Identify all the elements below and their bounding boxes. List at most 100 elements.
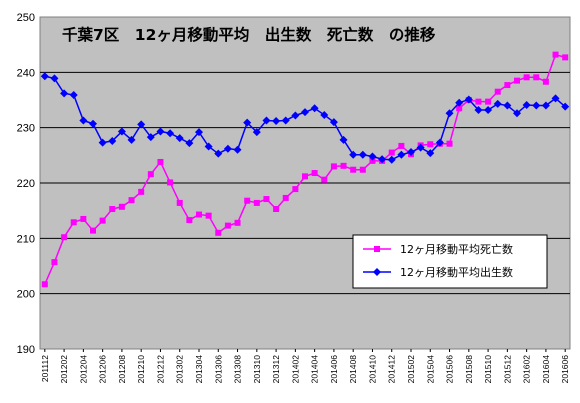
legend-label: 12ヶ月移動平均出生数 [400, 265, 513, 279]
data-point-square [340, 162, 347, 169]
x-tick-label: 201302 [175, 355, 185, 384]
x-tick-label: 201304 [194, 355, 204, 384]
x-tick-label: 201204 [78, 355, 88, 384]
data-point-diamond [339, 135, 348, 144]
x-tick-label: 201408 [348, 355, 358, 384]
chart-title: 千葉7区 12ヶ月移動平均 出生数 死亡数 の推移 [62, 25, 436, 44]
data-point-diamond [378, 155, 387, 164]
x-tick-label: 201212 [155, 355, 165, 384]
x-tick-label: 201308 [233, 355, 243, 384]
legend: 12ヶ月移動平均死亡数 12ヶ月移動平均出生数 [352, 234, 548, 289]
data-point-diamond [281, 116, 290, 125]
data-point-diamond [272, 117, 281, 126]
data-point-diamond [204, 142, 213, 151]
data-point-diamond [493, 99, 502, 108]
data-point-square [475, 98, 482, 105]
legend-box [352, 234, 548, 289]
data-point-diamond [551, 94, 560, 103]
data-point-diamond [464, 95, 473, 104]
data-point-diamond [474, 105, 483, 114]
data-point-diamond [368, 152, 377, 161]
data-point-diamond [108, 136, 117, 145]
data-point-square [215, 229, 222, 236]
x-tick-label: 201202 [59, 355, 69, 384]
data-point-square [196, 211, 202, 218]
data-point-square [224, 222, 231, 229]
data-point-diamond [60, 89, 69, 98]
x-tick-label: 201208 [117, 355, 127, 384]
data-point-diamond [522, 100, 531, 109]
data-point-square [244, 197, 251, 204]
x-tick-label: 201210 [136, 355, 146, 384]
x-tick-label: 201402 [290, 355, 300, 384]
data-point-diamond [40, 72, 49, 81]
data-point-diamond [175, 134, 184, 143]
data-point-square [157, 158, 164, 165]
data-point-diamond [185, 139, 194, 148]
data-point-diamond [541, 101, 550, 110]
x-tick-label: 201206 [98, 355, 108, 384]
data-point-diamond [349, 150, 358, 159]
data-point-square [533, 74, 540, 81]
data-point-square [99, 217, 106, 224]
x-tick-label: 201510 [483, 355, 493, 384]
data-point-square [388, 149, 395, 156]
data-point-square [90, 227, 96, 234]
data-point-square [350, 166, 357, 173]
data-point-diamond [301, 108, 309, 117]
data-point-square [552, 51, 559, 58]
data-point-square [542, 78, 549, 85]
data-point-square [456, 105, 463, 112]
data-point-square [321, 176, 328, 183]
data-point-square [41, 281, 48, 288]
data-point-square [485, 98, 492, 105]
data-point-diamond [484, 105, 493, 114]
series-group [40, 51, 570, 288]
data-point-square [234, 219, 241, 226]
data-point-diamond [358, 150, 367, 159]
y-axis-ticks: 190 200 210 220 230 240 250 [17, 12, 35, 356]
data-point-diamond [561, 102, 570, 111]
data-point-diamond [320, 110, 329, 119]
data-point-diamond [252, 128, 261, 137]
x-tick-label: 201112 [40, 355, 50, 382]
data-point-diamond [89, 119, 97, 128]
y-tick-label: 200 [17, 289, 35, 301]
data-point-square [70, 219, 77, 226]
data-point-diamond [127, 135, 136, 144]
data-point-square [359, 166, 366, 173]
x-tick-label: 201512 [502, 355, 512, 384]
data-point-diamond [503, 101, 512, 110]
data-point-diamond [387, 155, 396, 164]
series-1 [41, 51, 569, 288]
y-tick-label: 220 [17, 178, 35, 190]
data-point-square [147, 171, 154, 178]
x-tick-label: 201406 [329, 355, 339, 384]
y-tick-label: 210 [17, 233, 35, 245]
data-point-diamond [195, 128, 203, 137]
y-tick-label: 230 [17, 123, 35, 135]
x-tick-label: 201604 [541, 355, 551, 384]
data-point-square [427, 141, 434, 148]
data-point-square [562, 54, 569, 61]
data-point-diamond [455, 98, 464, 107]
data-point-square [369, 157, 376, 164]
data-point-square [109, 206, 116, 213]
data-point-square [446, 140, 453, 147]
data-point-diamond [445, 109, 454, 118]
data-point-square [80, 215, 87, 222]
data-point-diamond [397, 150, 406, 159]
data-point-square [504, 82, 511, 89]
data-point-square [253, 199, 260, 206]
data-point-square [138, 188, 145, 195]
data-point-diamond [146, 133, 155, 142]
x-tick-label: 201602 [522, 355, 532, 384]
data-point-diamond [373, 268, 381, 276]
x-tick-label: 201606 [560, 355, 570, 384]
data-point-diamond [137, 120, 146, 129]
data-point-square [292, 186, 299, 193]
data-point-square [302, 173, 308, 180]
data-point-diamond [291, 111, 300, 120]
data-point-square [51, 259, 58, 266]
data-point-diamond [233, 145, 242, 154]
